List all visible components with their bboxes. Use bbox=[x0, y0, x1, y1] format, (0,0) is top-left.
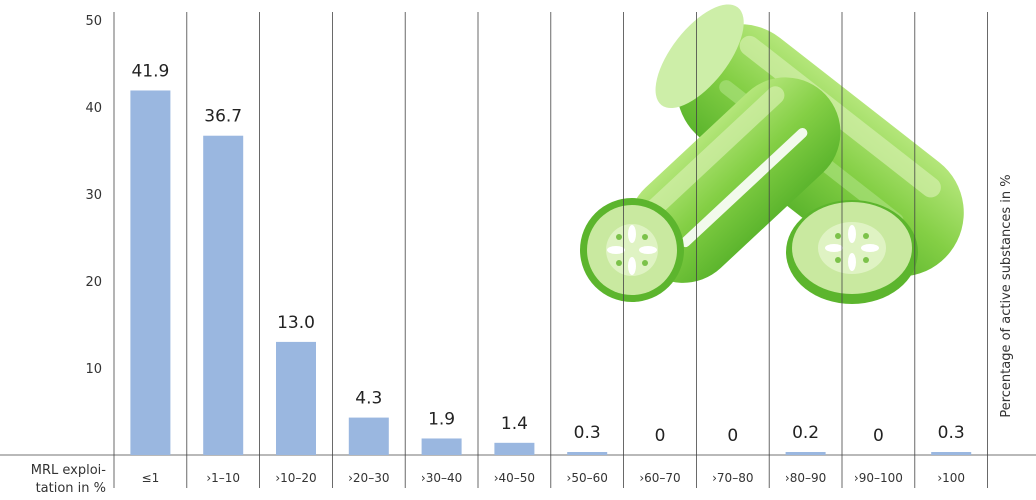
data-label: 1.9 bbox=[428, 409, 455, 429]
data-label: 41.9 bbox=[131, 61, 169, 81]
x-tick-label: ›20–30 bbox=[348, 471, 389, 485]
y-tick-label: 40 bbox=[85, 101, 102, 116]
y-tick-label: 50 bbox=[85, 14, 102, 29]
bar bbox=[931, 452, 972, 455]
bar bbox=[203, 135, 244, 455]
bar bbox=[348, 417, 389, 455]
data-label: 0 bbox=[727, 426, 738, 446]
y-axis-label: Percentage of active substances in % bbox=[999, 174, 1014, 417]
bar bbox=[421, 438, 462, 455]
x-tick-label: ›50–60 bbox=[567, 471, 608, 485]
x-tick-label: ›30–40 bbox=[421, 471, 462, 485]
data-label: 0.3 bbox=[574, 423, 601, 443]
x-axis-ticks: ≤1 ›1–10 ›10–20 ›20–30 ›30–40 ›40–50 ›50–60 ›60… bbox=[142, 471, 966, 485]
bar bbox=[494, 442, 535, 455]
x-axis-label-line2: tation in % bbox=[36, 481, 106, 496]
data-label: 36.7 bbox=[204, 107, 242, 127]
data-label: 0 bbox=[655, 426, 666, 446]
cucumber-illustration bbox=[580, 4, 964, 304]
data-label: 4.3 bbox=[355, 389, 382, 409]
x-tick-label: ›40–50 bbox=[494, 471, 535, 485]
y-tick-label: 30 bbox=[85, 188, 102, 203]
y-tick-label: 10 bbox=[85, 362, 102, 377]
bar bbox=[276, 341, 316, 455]
value-labels: 41.9 36.7 13.0 4.3 1.9 1.4 0.3 0 0 0.2 0 0.3 bbox=[131, 61, 964, 446]
data-label: 0.2 bbox=[792, 423, 819, 443]
x-tick-label: ›70–80 bbox=[712, 471, 753, 485]
data-label: 1.4 bbox=[501, 414, 528, 434]
data-label: 0 bbox=[873, 426, 884, 446]
x-tick-label: ›60–70 bbox=[639, 471, 680, 485]
x-tick-label: ›90–100 bbox=[854, 471, 903, 485]
bar bbox=[130, 90, 171, 455]
x-axis-label-line1: MRL exploi- bbox=[31, 463, 107, 478]
x-tick-label: ≤1 bbox=[142, 471, 160, 485]
x-tick-label: ›1–10 bbox=[206, 471, 240, 485]
x-tick-label: ›10–20 bbox=[275, 471, 316, 485]
x-tick-label: ›80–90 bbox=[785, 471, 826, 485]
data-label: 0.3 bbox=[938, 423, 965, 443]
y-axis-ticks: 10 20 30 40 50 bbox=[85, 14, 102, 377]
bar bbox=[567, 452, 608, 455]
data-label: 13.0 bbox=[277, 313, 315, 333]
bars bbox=[130, 90, 972, 455]
y-tick-label: 20 bbox=[85, 275, 102, 290]
x-tick-label: ›100 bbox=[937, 471, 965, 485]
bar bbox=[785, 452, 826, 455]
